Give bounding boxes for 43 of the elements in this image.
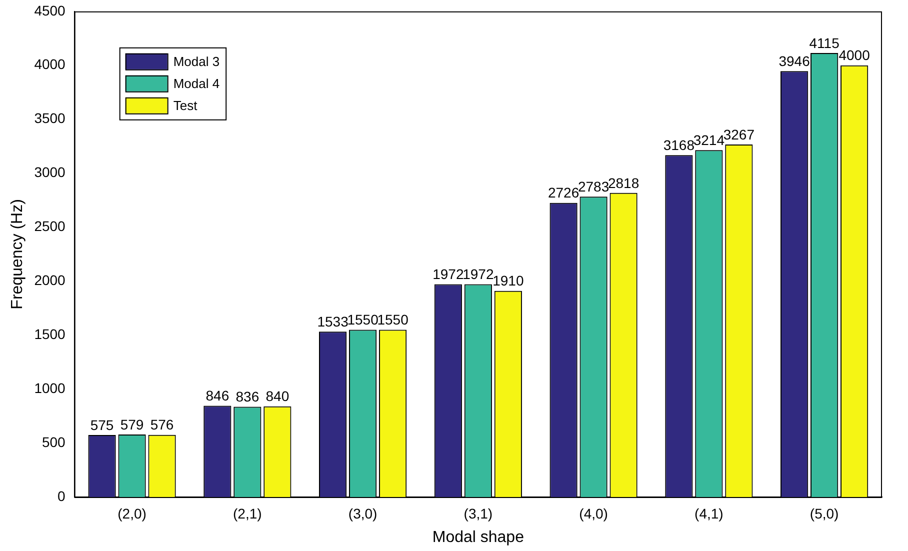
y-tick-label: 4000 (34, 56, 66, 72)
data-label: 3168 (663, 136, 695, 153)
data-label: 2726 (548, 184, 580, 201)
y-tick-label: 1000 (34, 380, 66, 396)
legend-label: Modal 4 (173, 76, 220, 91)
data-label: 846 (206, 388, 230, 404)
x-tick-label: (2,1) (233, 505, 262, 522)
legend-label: Test (173, 98, 198, 113)
data-label: 1910 (492, 272, 524, 289)
data-label: 579 (120, 416, 144, 432)
x-tick-label: (3,0) (348, 505, 378, 522)
data-label: 2783 (578, 178, 610, 195)
data-label: 1533 (317, 313, 349, 330)
y-tick-label: 2500 (34, 218, 66, 234)
x-axis-title: Modal shape (432, 528, 524, 546)
y-tick-label: 3000 (34, 164, 66, 180)
data-label: 1550 (377, 312, 409, 328)
data-label: 2818 (608, 174, 640, 191)
data-label: 4115 (809, 34, 840, 51)
y-axis-title: Frequency (Hz) (9, 199, 26, 310)
y-tick-label: 1500 (34, 326, 66, 342)
y-tick-label: 2000 (34, 272, 66, 288)
x-tick-label: (3,1) (464, 505, 493, 522)
data-label: 575 (90, 416, 114, 433)
data-label: 3946 (778, 53, 810, 70)
y-tick-label: 500 (42, 434, 66, 450)
y-tick-label: 4500 (34, 2, 66, 18)
data-label: 1972 (462, 266, 494, 282)
legend-label: Modal 3 (173, 54, 220, 69)
data-label: 836 (236, 388, 260, 405)
y-tick-label: 0 (58, 488, 66, 504)
data-label: 4000 (838, 47, 870, 64)
x-tick-label: (4,1) (694, 505, 724, 522)
data-label: 840 (266, 388, 290, 404)
data-label: 3214 (693, 132, 725, 148)
x-tick-label: (2,0) (118, 505, 146, 522)
data-label: 1972 (432, 266, 464, 282)
x-tick-label: (4,0) (579, 505, 608, 522)
x-tick-label: (5,0) (810, 505, 839, 522)
data-label: 576 (150, 416, 174, 433)
data-label: 1550 (347, 312, 379, 328)
data-label: 3267 (723, 126, 755, 142)
y-tick-label: 3500 (34, 110, 66, 126)
